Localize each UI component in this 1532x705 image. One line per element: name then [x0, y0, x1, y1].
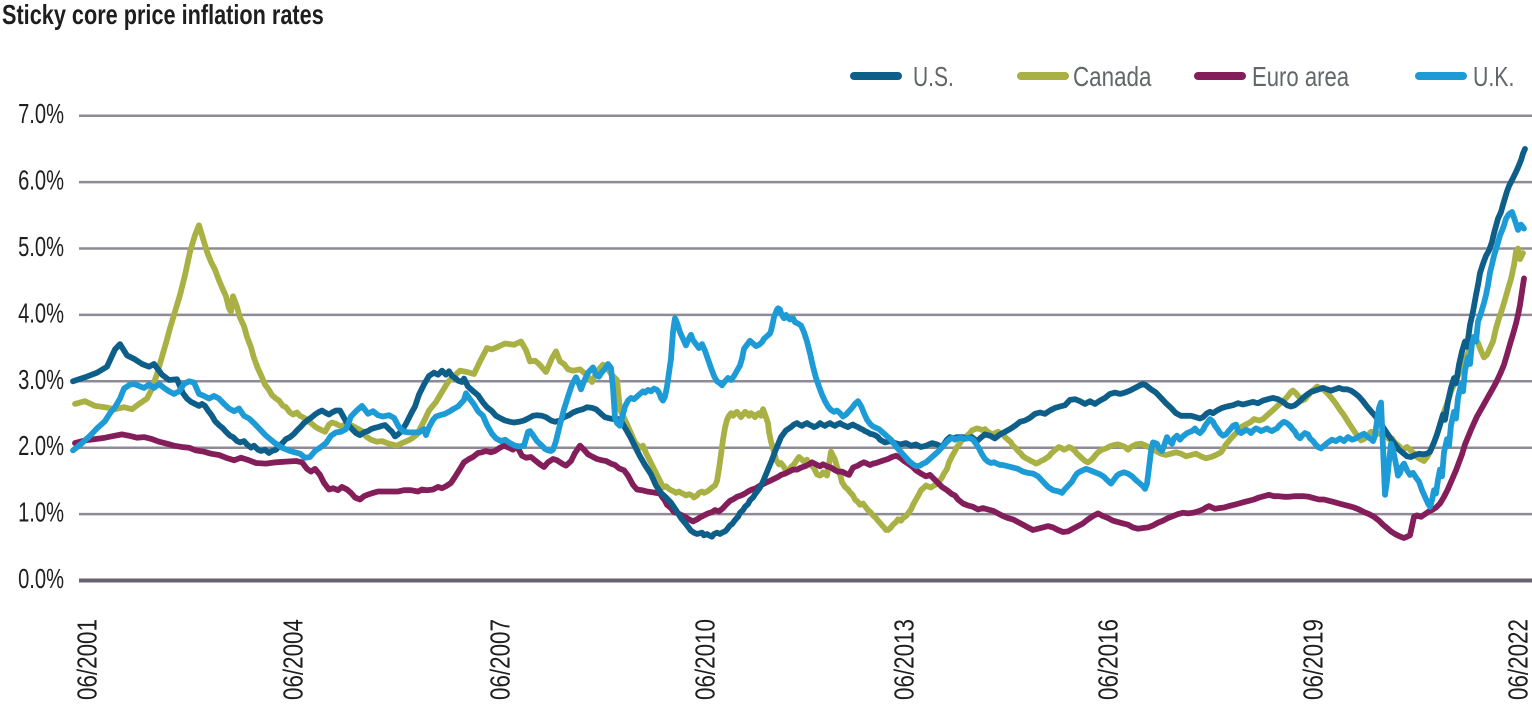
svg-text:6.0%: 6.0%	[18, 165, 64, 196]
svg-text:Canada: Canada	[1073, 62, 1152, 93]
svg-text:4.0%: 4.0%	[18, 298, 64, 329]
svg-text:06/2007: 06/2007	[485, 619, 516, 700]
svg-text:U.S.: U.S.	[913, 62, 954, 93]
svg-text:0.0%: 0.0%	[18, 564, 64, 595]
svg-text:2.0%: 2.0%	[18, 431, 64, 462]
svg-text:Euro area: Euro area	[1252, 62, 1350, 93]
svg-text:3.0%: 3.0%	[18, 365, 64, 396]
svg-text:06/2010: 06/2010	[690, 619, 721, 700]
svg-text:U.K.: U.K.	[1473, 61, 1514, 93]
svg-text:06/2001: 06/2001	[72, 619, 103, 700]
svg-text:06/2022: 06/2022	[1503, 619, 1532, 700]
svg-text:7.0%: 7.0%	[18, 99, 64, 130]
svg-text:06/2013: 06/2013	[889, 619, 920, 700]
svg-text:Sticky core price inflation ra: Sticky core price inflation rates	[2, 0, 324, 31]
svg-text:5.0%: 5.0%	[18, 232, 64, 263]
svg-text:06/2019: 06/2019	[1298, 619, 1329, 700]
svg-text:06/2004: 06/2004	[278, 619, 309, 700]
svg-text:06/2016: 06/2016	[1093, 619, 1124, 700]
svg-text:1.0%: 1.0%	[18, 497, 64, 528]
